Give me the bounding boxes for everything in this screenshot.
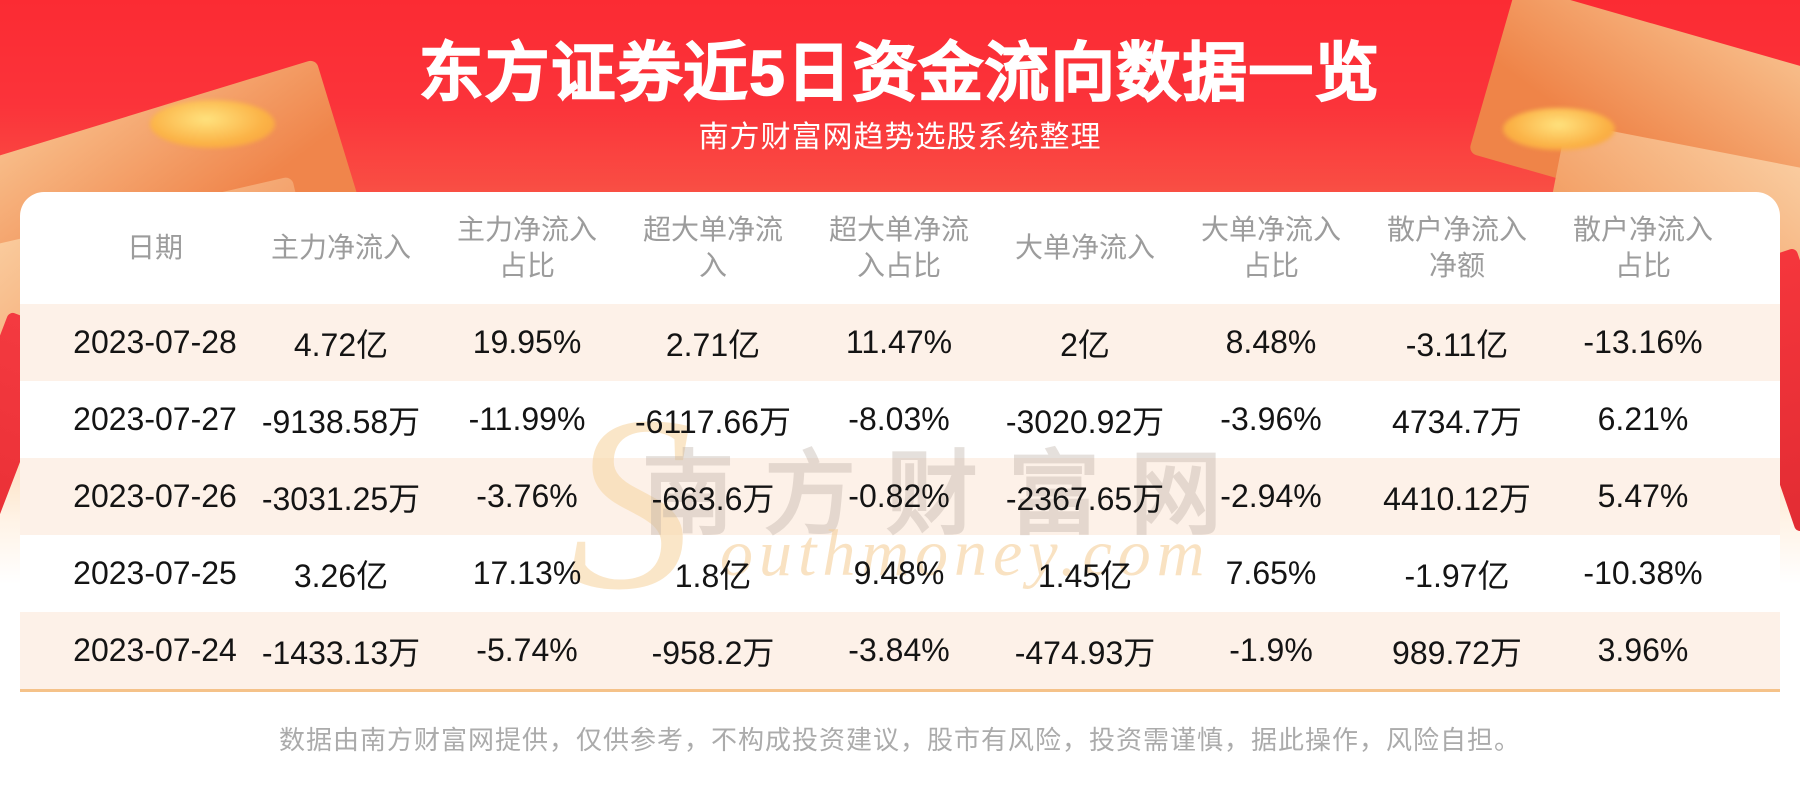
table-cell: 2023-07-28 bbox=[73, 324, 237, 360]
table-row: 2023-07-26 -3031.25万 -3.76% -663.6万 -0.8… bbox=[20, 458, 1780, 535]
table-cell: 7.65% bbox=[1225, 555, 1317, 591]
table-cell: -0.82% bbox=[848, 478, 950, 514]
table-cell: 1.45亿 bbox=[1037, 557, 1133, 594]
table-cell: -3020.92万 bbox=[1005, 403, 1165, 440]
table-cell: -3.11亿 bbox=[1405, 326, 1509, 363]
table-cell: 4410.12万 bbox=[1383, 480, 1531, 517]
table-cell: -663.6万 bbox=[651, 480, 775, 517]
header-cell-large-order-net-inflow: 大单净流入 bbox=[1014, 231, 1155, 263]
page-title: 东方证券近5日资金流向数据一览 bbox=[418, 36, 1381, 110]
table-cell: 3.96% bbox=[1597, 632, 1689, 668]
header-cell-xl-order-net-inflow-pct: 超大单净流 入占比 bbox=[828, 213, 969, 281]
table-cell: -958.2万 bbox=[651, 634, 775, 671]
decoration-gold-ingot-right bbox=[1503, 108, 1615, 150]
table-cell: -2.94% bbox=[1220, 478, 1322, 514]
table-cell: 8.48% bbox=[1225, 324, 1317, 360]
table-cell: -474.93万 bbox=[1014, 634, 1156, 671]
table-cell: 4734.7万 bbox=[1392, 403, 1522, 440]
table-cell: 2023-07-25 bbox=[73, 555, 237, 591]
header-cell-retail-net-inflow: 散户净流入 净额 bbox=[1386, 213, 1527, 281]
table-cell: 2023-07-27 bbox=[73, 401, 237, 437]
table-cell: 6.21% bbox=[1597, 401, 1689, 437]
table-cell: -3.96% bbox=[1220, 401, 1322, 437]
table-row: 2023-07-28 4.72亿 19.95% 2.71亿 11.47% 2亿 … bbox=[20, 304, 1780, 381]
table-cell: -6117.66万 bbox=[635, 403, 791, 440]
header-cell-xl-order-net-inflow: 超大单净流 入 bbox=[642, 213, 783, 281]
table-row: 2023-07-24 -1433.13万 -5.74% -958.2万 -3.8… bbox=[20, 612, 1780, 689]
table-cell: 19.95% bbox=[472, 324, 582, 360]
table-bottom-divider bbox=[20, 689, 1780, 692]
table-cell: 2023-07-24 bbox=[73, 632, 237, 668]
table-cell: 11.47% bbox=[845, 324, 953, 360]
table-cell: 5.47% bbox=[1597, 478, 1689, 514]
table-cell: -9138.58万 bbox=[261, 403, 421, 440]
decoration-gold-ingot-left bbox=[150, 100, 275, 148]
data-card: S 南方财富网 outhmoney.com 日期 主力净流入 主力净流入 占比 … bbox=[20, 192, 1780, 800]
table-cell: 989.72万 bbox=[1392, 634, 1522, 671]
page-subtitle: 南方财富网趋势选股系统整理 bbox=[698, 121, 1102, 154]
table-cell: -1.9% bbox=[1229, 632, 1313, 668]
table-cell: -1.97亿 bbox=[1404, 557, 1510, 594]
table-cell: 2.71亿 bbox=[665, 326, 761, 363]
table-cell: -10.38% bbox=[1583, 555, 1703, 591]
header-cell-main-net-inflow-pct: 主力净流入 占比 bbox=[456, 213, 597, 281]
table-row: 2023-07-25 3.26亿 17.13% 1.8亿 9.48% 1.45亿… bbox=[20, 535, 1780, 612]
table-cell: 17.13% bbox=[472, 555, 582, 591]
table-cell: -8.03% bbox=[848, 401, 950, 437]
table-cell: -2367.65万 bbox=[1005, 480, 1165, 517]
header-cell-retail-net-inflow-pct: 散户净流入 占比 bbox=[1572, 213, 1713, 281]
table-cell: 1.8亿 bbox=[674, 557, 752, 594]
disclaimer-text: 数据由南方财富网提供，仅供参考，不构成投资建议，股市有风险，投资需谨慎，据此操作… bbox=[278, 725, 1521, 755]
table-cell: 2023-07-26 bbox=[73, 478, 237, 514]
table-cell: -13.16% bbox=[1583, 324, 1703, 360]
table-cell: -3.76% bbox=[476, 478, 578, 514]
table-cell: -3.84% bbox=[848, 632, 950, 668]
table-row: 2023-07-27 -9138.58万 -11.99% -6117.66万 -… bbox=[20, 381, 1780, 458]
table-cell: 4.72亿 bbox=[293, 326, 389, 363]
table-cell: 2亿 bbox=[1060, 326, 1110, 363]
header-cell-date: 日期 bbox=[126, 231, 183, 263]
table-header-row: 日期 主力净流入 主力净流入 占比 超大单净流 入 超大单净流 入占比 大单净流… bbox=[20, 192, 1780, 304]
table-cell: -11.99% bbox=[468, 401, 586, 437]
table-cell: -1433.13万 bbox=[261, 634, 421, 671]
table-cell: -3031.25万 bbox=[261, 480, 421, 517]
table-cell: 9.48% bbox=[853, 555, 945, 591]
table-cell: 3.26亿 bbox=[293, 557, 389, 594]
table-cell: -5.74% bbox=[476, 632, 578, 668]
header-cell-main-net-inflow: 主力净流入 bbox=[270, 231, 411, 263]
header-cell-large-order-net-inflow-pct: 大单净流入 占比 bbox=[1200, 213, 1341, 281]
